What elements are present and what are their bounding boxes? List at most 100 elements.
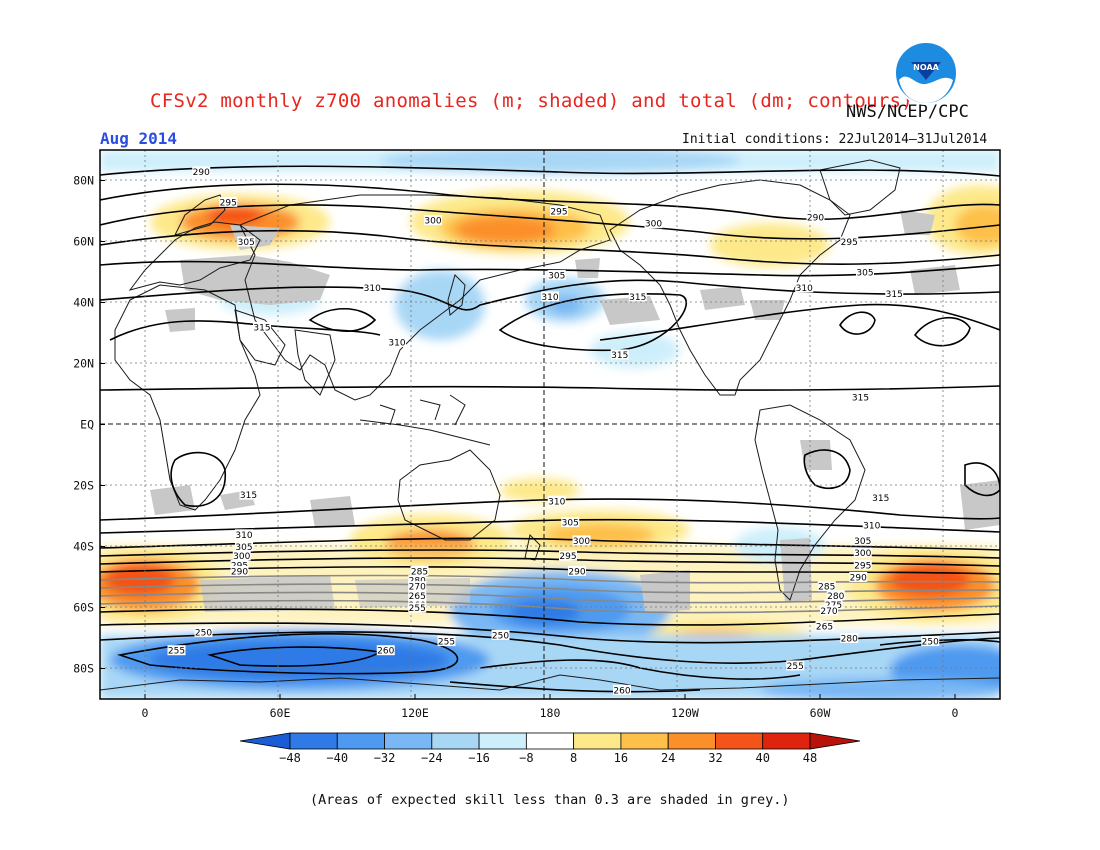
- contour-label-bg: [871, 492, 890, 503]
- contour-label-bg: [408, 602, 427, 613]
- contour-label-text: 290: [193, 168, 210, 178]
- contour-label: 305: [237, 236, 256, 248]
- contour-label-bg: [388, 337, 406, 348]
- contour-label-text: 255: [787, 662, 804, 672]
- contour-label-bg: [547, 495, 566, 506]
- contour-label-text: 280: [827, 592, 844, 602]
- south-america-outline: [754, 404, 866, 601]
- contour-label: 250: [921, 636, 940, 648]
- contour-label: 305: [561, 517, 580, 529]
- contour-label: 280: [840, 633, 859, 645]
- contour-label-bg: [194, 626, 213, 637]
- contour-label: 315: [253, 321, 271, 333]
- contour-label-bg: [561, 517, 580, 528]
- contour-label-text: 315: [872, 494, 889, 504]
- contour-label: 295: [550, 206, 568, 218]
- contour-label-text: 290: [850, 574, 867, 584]
- contour-label-bg: [840, 633, 859, 643]
- contour-label: 305: [547, 270, 566, 282]
- contour-label-bg: [408, 575, 427, 586]
- contour-label-bg: [547, 270, 566, 281]
- contour-label-bg: [815, 620, 834, 631]
- contour-label-bg: [410, 565, 429, 576]
- contour-label-text: 300: [233, 552, 250, 562]
- major-grid-lines: [100, 150, 1000, 699]
- contour-label-text: 305: [548, 272, 565, 282]
- contour-label: 280: [826, 590, 845, 602]
- contour-label-bg: [235, 541, 253, 552]
- contour-label-bg: [826, 590, 845, 601]
- contour-label-text: 295: [841, 238, 858, 248]
- contour-label-bg: [568, 565, 586, 576]
- contour-label: 315: [239, 489, 258, 501]
- contour-label-text: 310: [541, 293, 558, 303]
- contour-label-bg: [232, 550, 251, 561]
- contour-label-bg: [921, 636, 940, 647]
- contour-label-bg: [437, 636, 456, 647]
- contour-label-text: 295: [559, 552, 576, 562]
- contour-label: 260: [613, 684, 631, 696]
- lon-tick-label: 60E: [270, 706, 291, 720]
- lon-tick-label: 120E: [401, 706, 429, 720]
- contour-label: 315: [610, 349, 629, 361]
- contour-label-text: 265: [816, 622, 833, 632]
- contour-label-text: 255: [409, 604, 426, 614]
- contour-label-text: 310: [235, 531, 252, 541]
- lat-tick-label: 60N: [73, 235, 94, 249]
- contour-label-bg: [408, 590, 427, 601]
- contour-label: 310: [795, 282, 814, 294]
- colorbar-swatch: [336, 732, 385, 750]
- skill-note: (Areas of expected skill less than 0.3 a…: [310, 792, 790, 808]
- arabia-outline: [234, 309, 286, 366]
- asia-outline: [239, 194, 611, 401]
- colorbar-label: 16: [614, 751, 628, 765]
- contour-label-text: 310: [388, 339, 405, 349]
- colorbar-swatch: [384, 732, 433, 750]
- contour-label-bg: [363, 282, 382, 293]
- colorbar-swatch: [478, 732, 527, 750]
- contour-label-text: 260: [613, 686, 630, 696]
- contour-label-bg: [853, 535, 872, 546]
- contour-label: 310: [388, 337, 406, 349]
- contour-label: 305: [853, 535, 872, 547]
- contour-label: 295: [840, 236, 859, 248]
- antarctica-outline: [100, 674, 1000, 691]
- contour-label-bg: [192, 166, 211, 177]
- contour-label-text: 310: [364, 284, 381, 294]
- contour-label-bg: [550, 206, 568, 216]
- colorbar-label: −48: [279, 751, 301, 765]
- contour-label: 300: [572, 535, 591, 547]
- contour-label: 300: [424, 215, 442, 227]
- initial-conditions: Initial conditions: 22Jul2014–31Jul2014: [682, 132, 988, 147]
- noaa-logo: NOAA: [894, 41, 958, 105]
- contour-label-bg: [230, 559, 249, 570]
- noaa-logo-text: NOAA: [913, 63, 939, 72]
- contour-label: 265: [815, 620, 834, 632]
- contour-label-text: 260: [377, 647, 394, 657]
- colorbar-swatch: [762, 732, 811, 750]
- contour-label-bg: [559, 550, 577, 561]
- contour-label-text: 300: [854, 549, 871, 559]
- contour-label-text: 310: [796, 284, 813, 294]
- contour-label-text: 305: [562, 519, 579, 529]
- contour-label-bg: [795, 282, 814, 293]
- contour-label-text: 250: [492, 631, 509, 641]
- colorbar-swatch: [573, 732, 622, 750]
- longitude-axis: 0 60E 120E 180 120W 60W 0: [142, 694, 959, 720]
- contour-label-bg: [572, 535, 591, 546]
- japan-outline: [447, 274, 466, 316]
- colorbar-swatch: [525, 732, 575, 750]
- contour-label: 295: [559, 550, 577, 562]
- contour-label-text: 310: [863, 522, 880, 532]
- contour-label: 315: [871, 492, 890, 504]
- lon-tick-label: 0: [142, 706, 149, 720]
- contour-label: 300: [644, 218, 663, 230]
- contour-label: 310: [235, 529, 253, 541]
- contour-label-bg: [219, 196, 238, 207]
- contour-label-bg: [856, 267, 874, 277]
- contour-label-text: 290: [231, 567, 248, 577]
- contour-label: 255: [786, 660, 805, 672]
- contour-label: 250: [491, 629, 510, 641]
- contour-label-text: 300: [573, 537, 590, 547]
